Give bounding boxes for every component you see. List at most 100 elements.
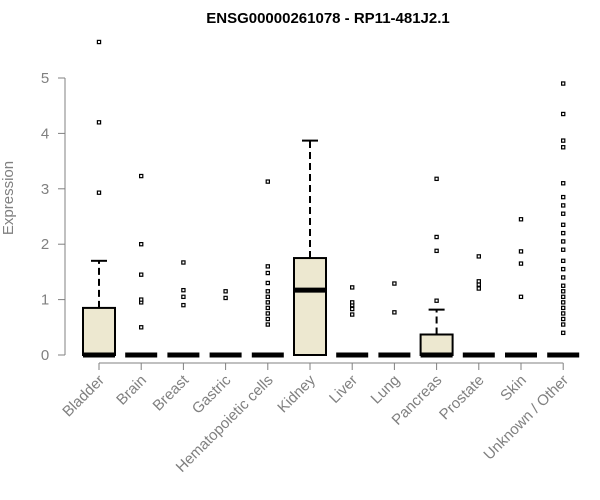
box-lung	[378, 281, 411, 358]
outlier-point	[96, 190, 102, 195]
outlier-point	[560, 294, 566, 300]
x-tick-label: Prostate	[436, 372, 488, 424]
box-pancreas	[419, 176, 454, 358]
outlier-point	[560, 305, 566, 311]
outlier-point	[139, 173, 144, 179]
outlier-point	[181, 294, 186, 300]
box-rect	[419, 333, 454, 357]
x-tick-label: Bladder	[59, 372, 108, 421]
outlier-point	[560, 211, 566, 216]
y-tick-label: 5	[41, 70, 49, 87]
outlier-point	[265, 264, 271, 269]
box-prostate	[462, 254, 495, 358]
plot-area	[82, 39, 580, 358]
outlier-point	[265, 294, 271, 300]
box-skin	[505, 217, 537, 358]
outlier-point	[434, 248, 439, 254]
x-tick-label: Skin	[497, 372, 530, 405]
outlier-point	[476, 254, 482, 259]
outlier-point	[350, 285, 355, 290]
outlier-point	[223, 289, 228, 294]
outlier-point	[560, 266, 566, 272]
outlier-point	[518, 217, 524, 222]
box-brain	[125, 173, 158, 358]
outlier-point	[434, 298, 439, 303]
outlier-point	[518, 294, 524, 300]
outlier-point	[560, 203, 566, 208]
outlier-point	[265, 280, 271, 286]
outlier-point	[560, 222, 566, 228]
outlier-point	[560, 330, 566, 336]
outlier-point	[560, 111, 566, 117]
outlier-point	[265, 316, 271, 322]
outlier-point	[139, 272, 144, 277]
outlier-point	[476, 282, 482, 287]
outlier-point	[181, 302, 186, 308]
outlier-point	[139, 325, 144, 330]
y-tick-label: 1	[41, 292, 49, 309]
outlier-point	[560, 247, 566, 252]
outlier-point	[96, 120, 102, 125]
outlier-point	[560, 230, 566, 236]
outlier-point	[181, 260, 186, 265]
chart-title: ENSG00000261078 - RP11-481J2.1	[206, 10, 450, 27]
box-kidney	[293, 139, 327, 356]
x-tick-label: Lung	[368, 372, 404, 408]
outlier-point	[560, 239, 566, 244]
outlier-point	[560, 316, 566, 322]
outlier-point	[560, 194, 566, 200]
outlier-point	[265, 179, 271, 184]
y-tick-label: 4	[41, 125, 49, 142]
x-tick-label: Brain	[113, 372, 150, 409]
outlier-point	[139, 242, 144, 247]
y-tick-label: 3	[41, 181, 49, 198]
outlier-point	[560, 300, 566, 305]
y-axis-label: Expression	[0, 161, 17, 235]
outlier-point	[265, 289, 271, 294]
outlier-point	[139, 297, 144, 302]
outlier-point	[265, 270, 271, 276]
box-bladder	[82, 39, 116, 358]
outlier-point	[265, 311, 271, 316]
outlier-point	[518, 261, 524, 266]
outlier-point	[265, 322, 271, 327]
box-liver	[336, 285, 369, 358]
outlier-point	[392, 310, 397, 315]
outlier-point	[265, 305, 271, 311]
outlier-point	[560, 145, 566, 150]
box-gastric	[209, 289, 242, 358]
x-tick-label: Liver	[326, 372, 361, 407]
y-tick-label: 2	[41, 236, 49, 253]
outlier-point	[223, 295, 228, 301]
outlier-point	[560, 311, 566, 316]
box-breast	[167, 260, 200, 358]
outlier-point	[350, 300, 355, 305]
outlier-point	[560, 181, 566, 186]
outlier-point	[350, 312, 355, 317]
box-rect	[293, 257, 327, 356]
y-axis: 0 1 2 3 4 5	[41, 70, 66, 364]
outlier-point	[181, 287, 186, 293]
outlier-point	[560, 322, 566, 327]
outlier-point	[560, 289, 566, 294]
outlier-point	[560, 81, 566, 86]
outlier-point	[560, 258, 566, 264]
outlier-point	[560, 138, 566, 143]
outlier-point	[350, 306, 355, 312]
x-tick-label: Breast	[150, 371, 193, 414]
outlier-point	[518, 249, 524, 254]
outlier-point	[265, 300, 271, 305]
x-tick-label: Kidney	[274, 371, 319, 416]
box-unknown-other	[547, 81, 580, 358]
box-hematopoietic-cells	[251, 179, 284, 358]
outlier-point	[96, 39, 102, 45]
outlier-point	[392, 281, 397, 286]
box-rect	[82, 306, 116, 357]
outlier-point	[560, 283, 566, 288]
outlier-point	[434, 176, 439, 182]
outlier-point	[434, 234, 439, 240]
outlier-point	[476, 286, 482, 291]
y-tick-label: 0	[41, 347, 49, 364]
